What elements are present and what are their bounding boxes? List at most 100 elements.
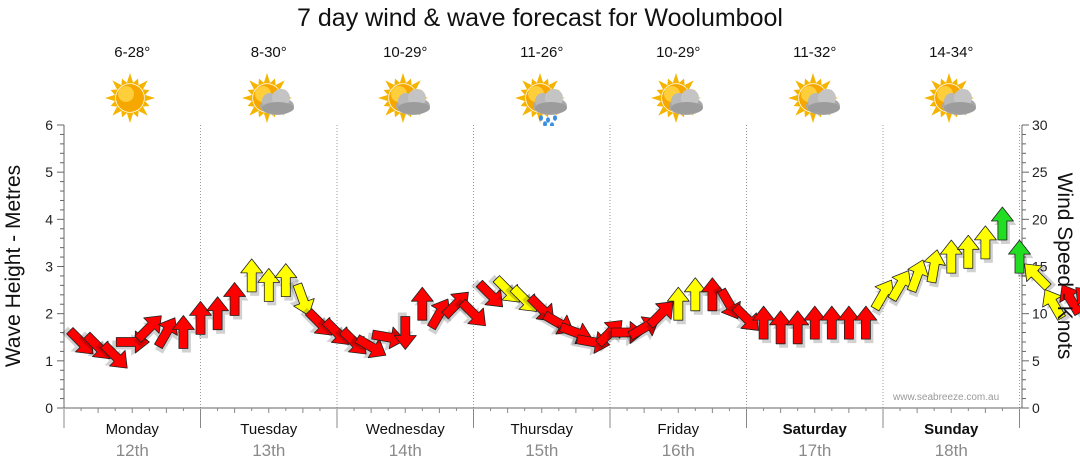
temp-range: 14-34° (929, 44, 974, 61)
y-right-tick-label: 5 (1032, 353, 1040, 369)
wind-arrow-body (371, 326, 406, 350)
day-label: Wednesday 14th (337, 421, 473, 461)
wind-arrow-body (786, 310, 810, 345)
wind-arrow (391, 312, 417, 350)
y-left-tick-label: 2 (45, 306, 53, 322)
partly-cloudy-icon (785, 70, 845, 126)
wind-arrow-body (257, 267, 281, 302)
wind-arrow (906, 259, 930, 298)
day-label: Saturday 17th (747, 421, 883, 461)
wind-arrow (367, 326, 406, 351)
wind-arrow (257, 267, 283, 306)
y-left-tick-label: 5 (45, 164, 53, 180)
day-name: Sunday (924, 421, 979, 438)
day-date: 17th (798, 441, 832, 460)
temp-range: 10-29° (656, 44, 701, 61)
wind-arrow-body (1075, 287, 1080, 315)
day-name: Thursday (510, 421, 574, 438)
wind-arrow (1075, 287, 1080, 315)
day-date: 13th (252, 441, 286, 460)
wind-arrow-body (906, 259, 929, 293)
partly-cloudy-icon (239, 70, 299, 126)
wind-arrow (727, 303, 759, 331)
day-label: Friday 16th (610, 421, 746, 461)
wind-arrow-body (646, 301, 674, 329)
wind-arrow-body (854, 305, 878, 340)
y-right-tick-label: 30 (1032, 117, 1048, 133)
day-label: Sunday 18th (883, 421, 1019, 461)
wind-arrow (454, 298, 486, 327)
wind-arrow-body (274, 263, 298, 298)
partly-cloudy-icon (921, 70, 981, 126)
wind-arrow-body (731, 303, 759, 331)
chart-title: 7 day wind & wave forecast for Woolumboo… (297, 4, 783, 32)
temp-range: 10-29° (383, 44, 428, 61)
day-label: Monday 12th (64, 421, 200, 461)
wind-arrow (189, 300, 215, 339)
day-date: 16th (661, 441, 695, 460)
day-date: 12th (115, 441, 149, 460)
y-right-tick-label: 25 (1032, 164, 1048, 180)
wind-arrow-body (292, 282, 315, 316)
wind-arrow (1008, 239, 1034, 278)
day-date: 14th (388, 441, 422, 460)
day-name: Friday (657, 421, 700, 438)
wind-arrow-body (974, 225, 997, 260)
wind-arrow-body (956, 234, 980, 269)
y-right-tick-label: 0 (1032, 400, 1040, 416)
wind-arrow (820, 305, 846, 344)
wind-arrow (240, 258, 266, 296)
wind-arrow-body (393, 316, 417, 350)
wind-arrow (134, 315, 162, 348)
wind-arrow (666, 286, 693, 325)
day-label: Thursday 15th (474, 421, 610, 461)
wind-arrow (645, 301, 674, 334)
wind-arrow (786, 310, 812, 348)
wind-arrow (683, 277, 710, 315)
y-right-tick-label: 20 (1032, 211, 1048, 227)
cloud-rain-icon (512, 70, 572, 128)
wind-arrow-body (189, 300, 212, 335)
partly-cloudy-icon (375, 70, 435, 126)
wind-arrow-body (458, 298, 486, 327)
wind-arrow (923, 249, 948, 288)
wind-arrow-body (1008, 239, 1031, 274)
wind-arrow (95, 340, 128, 369)
day-name: Wednesday (365, 421, 445, 438)
day-name: Monday (105, 421, 159, 438)
day-label: Tuesday 13th (201, 421, 337, 461)
wind-arrow-body (410, 286, 434, 321)
temp-range: 6-28° (114, 44, 151, 61)
wind-arrow-body (923, 249, 946, 284)
wind-arrow (1024, 263, 1057, 292)
wind-arrow-body (206, 296, 230, 331)
partly-cloudy-icon (648, 70, 708, 126)
wind-arrow-body (991, 206, 1014, 241)
wind-arrow (939, 239, 966, 278)
y-left-tick-label: 1 (45, 353, 53, 369)
wind-arrow (956, 234, 983, 273)
y-left-tick-label: 0 (45, 400, 53, 416)
day-name: Tuesday (240, 421, 298, 438)
wind-arrow (854, 305, 880, 344)
wind-arrow-body (1024, 263, 1052, 291)
y-axis-left-label-text: Wave Height - Metres (2, 164, 25, 368)
wind-arrow-body (240, 258, 264, 293)
wind-arrow (769, 310, 795, 348)
wind-arrow-body (475, 279, 504, 308)
wind-arrow-body (666, 286, 690, 321)
wind-arrow-body (223, 282, 247, 316)
wind-arrow (171, 315, 198, 353)
sun-icon (102, 70, 162, 126)
temp-range: 11-26° (520, 44, 564, 61)
wind-arrow (223, 282, 249, 320)
wind-arrow (410, 286, 437, 325)
day-date: 18th (934, 441, 968, 460)
credit-text: www.seabreeze.com.au (893, 392, 1000, 403)
wind-arrow (206, 296, 232, 334)
day-date: 15th (525, 441, 559, 460)
wind-arrow-body (100, 341, 128, 369)
wind-arrow (991, 206, 1017, 244)
wind-arrow (974, 225, 1000, 263)
